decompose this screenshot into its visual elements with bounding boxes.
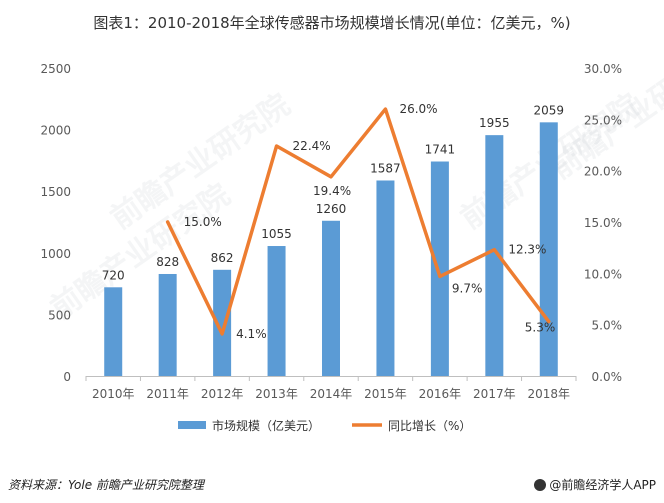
bar (322, 220, 340, 376)
brand-text: @前瞻经济学人APP (549, 478, 656, 492)
left-tick-label: 2500 (40, 62, 71, 76)
line-data-label: 19.4% (313, 184, 351, 198)
x-tick-label: 2012年 (201, 387, 244, 401)
right-tick-label: 25.0% (584, 113, 622, 127)
line-data-label: 4.1% (236, 327, 267, 341)
x-tick-label: 2011年 (146, 387, 189, 401)
line-data-labels: 15.0% 4.1% 22.4% 19.4% 26.0% 9.7% 12.3% 5.3% (184, 102, 556, 341)
left-tick-label: 500 (48, 308, 71, 322)
x-tick-label: 2010年 (92, 387, 135, 401)
left-axis-ticks: 0 500 1000 1500 2000 2500 (40, 62, 71, 384)
bar-data-label: 1260 (316, 202, 347, 216)
bar (376, 180, 395, 376)
legend-line-label: 同比增长（%） (388, 419, 471, 433)
growth-line (165, 107, 551, 336)
left-tick-label: 0 (63, 370, 71, 384)
line-data-label: 9.7% (452, 281, 483, 295)
right-tick-label: 20.0% (584, 165, 622, 179)
line-data-label: 15.0% (184, 215, 222, 229)
right-tick-label: 30.0% (584, 62, 622, 76)
line-data-label: 26.0% (399, 102, 437, 116)
bar (267, 246, 286, 376)
bar-data-label: 1587 (370, 161, 401, 175)
left-tick-label: 2000 (40, 124, 71, 138)
bar (539, 122, 558, 376)
brand-credit: @前瞻经济学人APP (534, 476, 656, 493)
bar-data-label: 828 (156, 255, 179, 269)
right-tick-label: 15.0% (584, 216, 622, 230)
brand-logo-icon (534, 479, 547, 491)
legend: 市场规模（亿美元） 同比增长（%） (178, 418, 471, 433)
bar-data-label: 2059 (534, 103, 565, 117)
x-tick-label: 2016年 (419, 387, 462, 401)
right-axis-ticks: 0.0% 5.0% 10.0% 15.0% 20.0% 25.0% 30.0% (584, 62, 622, 384)
line-data-label: 12.3% (508, 243, 546, 257)
bar (158, 273, 177, 376)
x-tick-label: 2015年 (364, 387, 407, 401)
x-tick-label: 2017年 (473, 387, 516, 401)
x-axis-labels: 2010年 2011年 2012年 2013年 2014年 2015年 2016年 2017年… (92, 387, 570, 401)
x-axis (85, 376, 577, 381)
bar (104, 287, 123, 376)
line-series (165, 107, 551, 336)
line-data-label: 5.3% (525, 321, 556, 335)
bar-data-label: 1055 (261, 227, 292, 241)
x-tick-label: 2013年 (255, 387, 298, 401)
combo-chart: 前瞻产业研究院前瞻产业研究院前瞻产业研究院前瞻产业研究院 05001000150… (40, 37, 664, 433)
bar-data-label: 862 (211, 251, 234, 265)
footer: 资料来源：Yole 前瞻产业研究院整理 @前瞻经济学人APP (0, 468, 664, 503)
bar-data-label: 1741 (425, 143, 456, 157)
chart-title: 图表1：2010-2018年全球传感器市场规模增长情况(单位：亿美元，%) (93, 14, 571, 32)
bar (213, 269, 232, 376)
legend-bar-swatch (178, 421, 206, 429)
legend-bar-label: 市场规模（亿美元） (212, 418, 320, 433)
left-tick-label: 1000 (40, 247, 71, 261)
right-tick-label: 5.0% (592, 319, 623, 333)
bar-data-label: 1955 (479, 116, 510, 130)
x-tick-label: 2018年 (528, 387, 571, 401)
line-data-label: 22.4% (293, 139, 331, 153)
bar-series (104, 122, 558, 376)
x-tick-label: 2014年 (310, 387, 353, 401)
source-note: 资料来源：Yole 前瞻产业研究院整理 (8, 478, 204, 492)
left-tick-label: 1500 (40, 185, 71, 199)
right-tick-label: 10.0% (584, 267, 622, 281)
bar-data-labels: 720 828 862 1055 1260 1587 1741 1955 2059 (102, 103, 564, 282)
bar-data-label: 720 (102, 268, 125, 282)
bar (430, 161, 449, 376)
right-tick-label: 0.0% (592, 370, 623, 384)
bar (485, 135, 504, 376)
